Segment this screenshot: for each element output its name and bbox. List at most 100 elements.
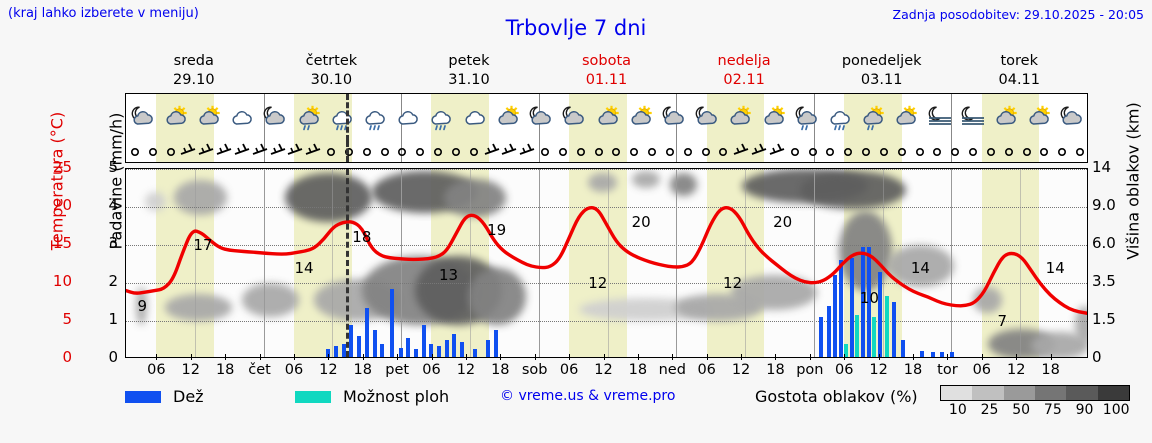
- wind-calm-circle: [965, 141, 981, 162]
- weather-icon-sun-cloud: [727, 95, 753, 141]
- cloud-density-blob: [174, 180, 228, 215]
- time-axis-label: 12: [456, 362, 476, 378]
- day-name: torek: [1000, 53, 1039, 69]
- weather-icon-sun-cloud-rain: [860, 95, 886, 141]
- wind-calm-circle: [377, 141, 393, 162]
- weather-icon-cloud: [462, 95, 488, 141]
- cloudaxis-tick: 3.5: [1092, 272, 1116, 290]
- wind-calm-circle: [805, 141, 821, 162]
- day-separator: [401, 169, 403, 357]
- tempaxis-tick: 15: [52, 234, 72, 252]
- precipitation-axis: 5 4 3 2 1 0: [90, 158, 118, 366]
- horizontal-gridline: [126, 321, 1087, 322]
- temperature-value-label: 10: [859, 289, 879, 307]
- weather-icon-sun-cloud: [196, 95, 222, 141]
- time-axis-tick: [500, 354, 502, 360]
- wind-calm-circle: [929, 141, 945, 162]
- daylight-shade: [293, 141, 352, 162]
- day-separator: [538, 169, 540, 357]
- precaxis-tick: 5: [108, 158, 118, 176]
- day-header-torek: torek 04.11: [950, 50, 1088, 92]
- time-axis-tick: [1050, 354, 1052, 360]
- time-axis-label: 18: [1041, 362, 1060, 378]
- rain-bar: [486, 339, 491, 357]
- time-axis-label: 12: [1006, 362, 1026, 378]
- day-header-četrtek: četrtek 30.10: [263, 50, 401, 92]
- wind-barb: [751, 141, 767, 162]
- day-date: 31.10: [448, 72, 490, 88]
- time-axis-tick: [741, 354, 743, 360]
- wind-calm-circle: [876, 141, 892, 162]
- density-tick-label: 25: [980, 402, 999, 418]
- rain-bar: [389, 288, 394, 357]
- rain-bar: [819, 317, 824, 357]
- wind-barb: [252, 141, 268, 162]
- weather-icon-sun-cloud: [628, 95, 654, 141]
- day-date: 02.11: [723, 72, 765, 88]
- time-axis-label: 06: [147, 362, 166, 378]
- weather-icon-moon-cloud: [528, 95, 554, 141]
- time-axis-tick: [397, 354, 399, 360]
- temperature-axis: 25 20 15 10 5 0: [30, 158, 72, 366]
- weather-icon-cloud-rain: [362, 95, 388, 141]
- wind-calm-circle: [430, 141, 446, 162]
- daylight-shade: [706, 141, 765, 162]
- weather-icon-cloud: [395, 95, 421, 141]
- weather-icon-sun-cloud: [761, 95, 787, 141]
- rain-bar: [939, 351, 944, 357]
- wind-calm-circle: [680, 141, 696, 162]
- day-header-ponedeljek: ponedeljek 03.11: [813, 50, 951, 92]
- time-axis-tick: [293, 354, 295, 360]
- time-axis-tick: [1016, 354, 1018, 360]
- rain-bar: [891, 301, 896, 357]
- weather-icon-cloud-sun: [495, 95, 521, 141]
- wind-calm-circle: [323, 141, 339, 162]
- daylight-shade: [431, 141, 490, 162]
- cloud-density-gradient-bar: [940, 385, 1130, 401]
- temperature-value-label: 20: [631, 213, 651, 231]
- weather-icon-moon-cloud: [561, 95, 587, 141]
- density-step: [941, 386, 973, 400]
- time-axis-labels: 06 12 18 čet 06 12 18 pet 06 12 18 sob 06 12 18 ned 06 12…: [125, 354, 1088, 382]
- time-axis-label: 06: [559, 362, 579, 378]
- cloud-density-blob: [284, 172, 372, 223]
- temperature-value-label: 14: [910, 258, 930, 277]
- copyright-link[interactable]: © vreme.us & vreme.pro: [500, 388, 676, 404]
- weather-icon-band: [125, 93, 1088, 141]
- horizontal-gridline: [126, 207, 1087, 208]
- rain-legend-swatch: [125, 391, 161, 403]
- weather-icon-cloud: [229, 95, 255, 141]
- horizontal-gridline: [126, 245, 1087, 246]
- time-axis-label: čet: [248, 362, 271, 378]
- time-axis-tick: [465, 354, 467, 360]
- legend: Dež Možnost ploh © vreme.us & vreme.pro …: [125, 385, 1145, 427]
- weather-icon-moon-cloud: [694, 95, 720, 141]
- time-axis-label: 18: [491, 362, 510, 378]
- rain-bar: [326, 349, 331, 357]
- wind-barb: [216, 141, 232, 162]
- horizontal-gridline: [126, 169, 1087, 170]
- weather-icon-sun-cloud: [595, 95, 621, 141]
- wind-barb: [519, 141, 535, 162]
- wind-calm-circle: [412, 141, 428, 162]
- weather-icon-moon-cloud: [661, 95, 687, 141]
- rain-bar: [444, 339, 449, 357]
- shower-bar: [854, 315, 859, 357]
- day-separator: [538, 141, 540, 162]
- cloudaxis-tick: 9.0: [1092, 196, 1116, 214]
- wind-calm-circle: [555, 141, 571, 162]
- density-step: [972, 386, 1004, 400]
- temperature-value-label: 12: [723, 273, 743, 292]
- rain-bar: [901, 339, 906, 357]
- time-axis-label: ned: [658, 362, 686, 378]
- midday-separator: [1020, 169, 1022, 357]
- tempaxis-tick: 10: [52, 272, 72, 290]
- location-menu-note[interactable]: (kraj lahko izberete v meniju): [8, 6, 199, 21]
- time-axis-label: 12: [869, 362, 888, 378]
- temperature-value-label: 6: [1087, 319, 1088, 337]
- density-tick-label: 50: [1012, 402, 1031, 418]
- time-axis-tick: [569, 354, 571, 360]
- weather-icon-moon-fog: [927, 95, 953, 141]
- time-axis-tick: [844, 354, 846, 360]
- weather-icon-sun-cloud: [893, 95, 919, 141]
